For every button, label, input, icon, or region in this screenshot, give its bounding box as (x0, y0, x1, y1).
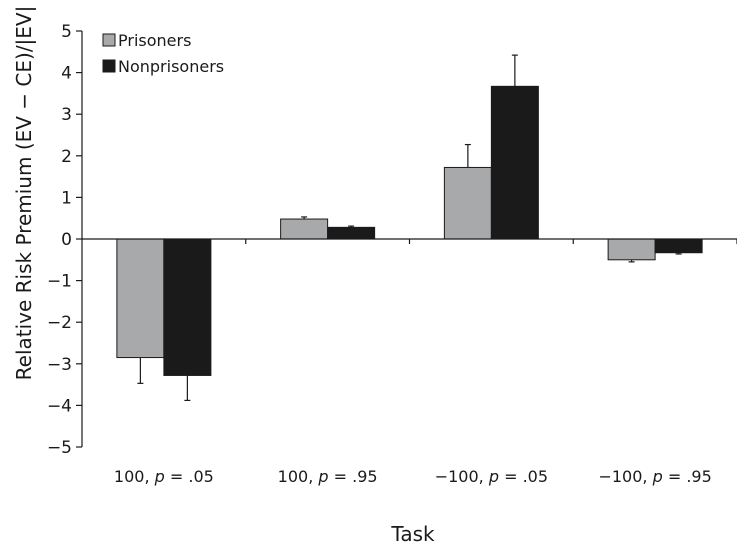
y-tick-label: −3 (47, 355, 72, 375)
axes-layer (76, 30, 737, 448)
legend-swatch-prisoners (102, 33, 116, 47)
legend: Prisoners Nonprisoners (102, 31, 224, 76)
x-tick-label: −100, p = .05 (435, 467, 548, 486)
bar-nonprisoners-3 (490, 85, 539, 240)
y-tick-label: 3 (61, 105, 72, 125)
y-tick-label: 5 (61, 22, 72, 42)
bar-prisoners-2 (280, 218, 329, 240)
legend-label-prisoners: Prisoners (118, 31, 191, 50)
y-tick-label: −2 (47, 313, 72, 333)
legend-label-nonprisoners: Nonprisoners (118, 57, 224, 76)
y-axis-title: Relative Risk Premium (EV − CE)/|EV| (12, 6, 36, 381)
legend-swatch-nonprisoners (102, 59, 116, 73)
y-tick-label: −5 (47, 438, 72, 458)
y-tick-label: −4 (47, 396, 72, 416)
bar-nonprisoners-1 (163, 238, 212, 376)
bar-prisoners-1 (116, 238, 165, 359)
bar-prisoners-4 (607, 238, 656, 261)
labels-layer: 5 4 3 2 1 0 −1 −2 −3 −4 −5 100, p = .05 100, p = .95… (47, 22, 712, 486)
x-tick-label: 100, p = .05 (114, 467, 214, 486)
x-axis-title: Task (390, 522, 435, 546)
y-tick-label: 4 (61, 64, 72, 84)
x-tick-label: −100, p = .95 (598, 467, 711, 486)
bar-prisoners-3 (443, 166, 492, 240)
bars-layer (116, 85, 703, 376)
x-tick-label: 100, p = .95 (278, 467, 378, 486)
y-tick-label: 0 (61, 230, 72, 250)
bar-nonprisoners-4 (654, 238, 703, 254)
y-tick-label: 2 (61, 147, 72, 167)
bar-nonprisoners-2 (327, 226, 376, 240)
y-tick-label: 1 (61, 188, 72, 208)
error-bars-layer (137, 54, 682, 402)
y-tick-label: −1 (47, 272, 72, 292)
